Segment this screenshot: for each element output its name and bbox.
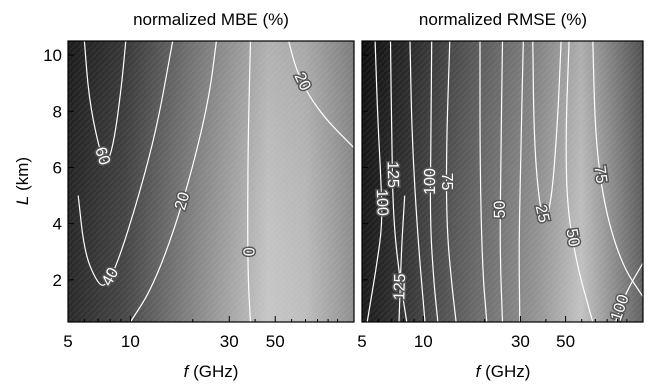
mbe-contour-line <box>247 40 252 323</box>
mbe-title: normalized MBE (%) <box>133 10 289 29</box>
rmse-contour-label: 125 <box>384 161 401 188</box>
rmse-x-axis-label: f (GHz) <box>476 362 531 381</box>
rmse-contour-label: 100 <box>422 168 439 195</box>
mbe-y-tick-label: 8 <box>53 102 62 121</box>
mbe-contour-line <box>83 40 127 163</box>
mbe-plot-frame <box>67 40 355 323</box>
rmse-contour-label: 100 <box>373 189 391 216</box>
rmse-contour-line <box>398 195 406 323</box>
mbe-y-tick-label: 10 <box>43 46 62 65</box>
rmse-x-tick-label: 5 <box>357 332 366 351</box>
rmse-contour-line <box>592 40 644 298</box>
rmse-contour-line <box>409 40 426 323</box>
rmse-contour-line <box>479 41 488 323</box>
mbe-x-axis-label: f (GHz) <box>184 362 239 381</box>
mbe-contour-line <box>288 40 355 149</box>
mbe-x-tick-label: 30 <box>220 332 239 351</box>
mbe-contour-label: 0 <box>239 247 256 256</box>
mbe-x-tick-label: 5 <box>63 332 72 351</box>
mbe-x-tick-label: 10 <box>121 332 140 351</box>
rmse-contour-label: 75 <box>590 165 609 185</box>
mbe-contour-line <box>77 40 174 286</box>
rmse-contour-line <box>429 40 439 323</box>
rmse-contour-line <box>445 40 457 323</box>
rmse-contour-line <box>518 40 524 323</box>
mbe-x-tick-label: 50 <box>266 332 285 351</box>
rmse-contour-label: 25 <box>532 203 553 224</box>
rmse-contour-line <box>565 40 594 323</box>
mbe-contour-line <box>129 40 217 323</box>
mbe-y-tick-label: 4 <box>53 215 62 234</box>
rmse-contour-label: 125 <box>391 273 409 300</box>
rmse-x-tick-label: 50 <box>556 332 575 351</box>
rmse-x-tick-label: 10 <box>414 332 433 351</box>
rmse-contour-label: 50 <box>562 227 582 248</box>
rmse-plot-frame <box>361 40 644 323</box>
rmse-contour-line <box>366 40 383 323</box>
rmse-contour-label: 50 <box>492 201 509 219</box>
rmse-x-tick-label: 30 <box>511 332 530 351</box>
y-axis-label: L (km) <box>13 157 32 205</box>
mbe-y-tick-label: 2 <box>53 271 62 290</box>
mbe-y-tick-label: 6 <box>53 158 62 177</box>
rmse-contour-line <box>615 262 644 323</box>
rmse-contour-line <box>499 40 504 323</box>
rmse-contour-line <box>532 40 562 221</box>
rmse-contour-label: 75 <box>438 173 455 191</box>
rmse-contour-line <box>389 40 408 323</box>
rmse-title: normalized RMSE (%) <box>419 10 587 29</box>
